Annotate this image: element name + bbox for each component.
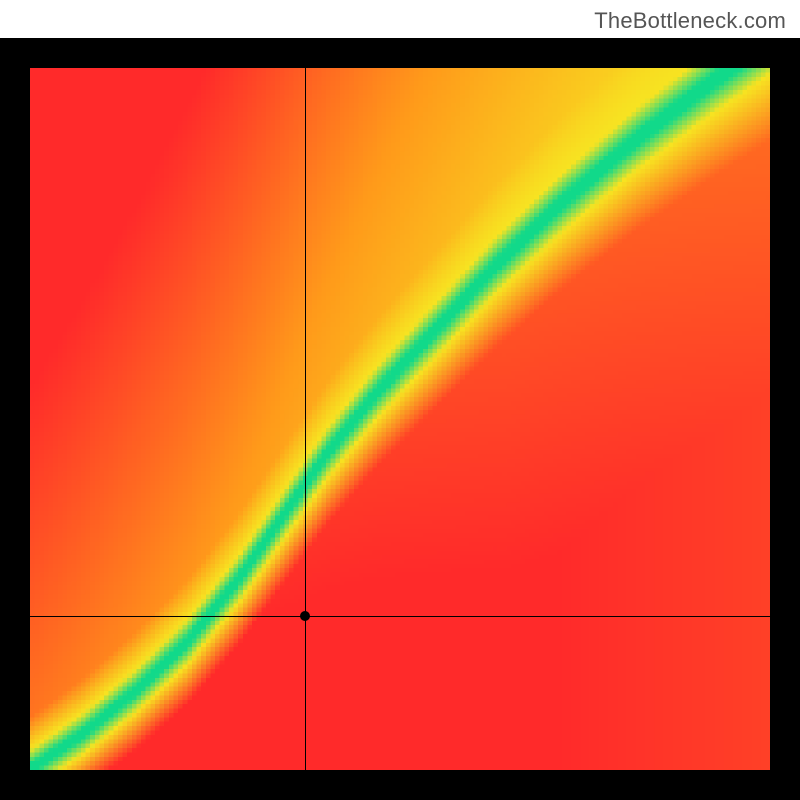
- chart-container: TheBottleneck.com: [0, 0, 800, 800]
- watermark-text: TheBottleneck.com: [594, 8, 786, 34]
- crosshair-vertical: [305, 68, 306, 770]
- marker-dot: [300, 611, 310, 621]
- bottleneck-heatmap: [30, 68, 770, 770]
- crosshair-horizontal: [30, 616, 770, 617]
